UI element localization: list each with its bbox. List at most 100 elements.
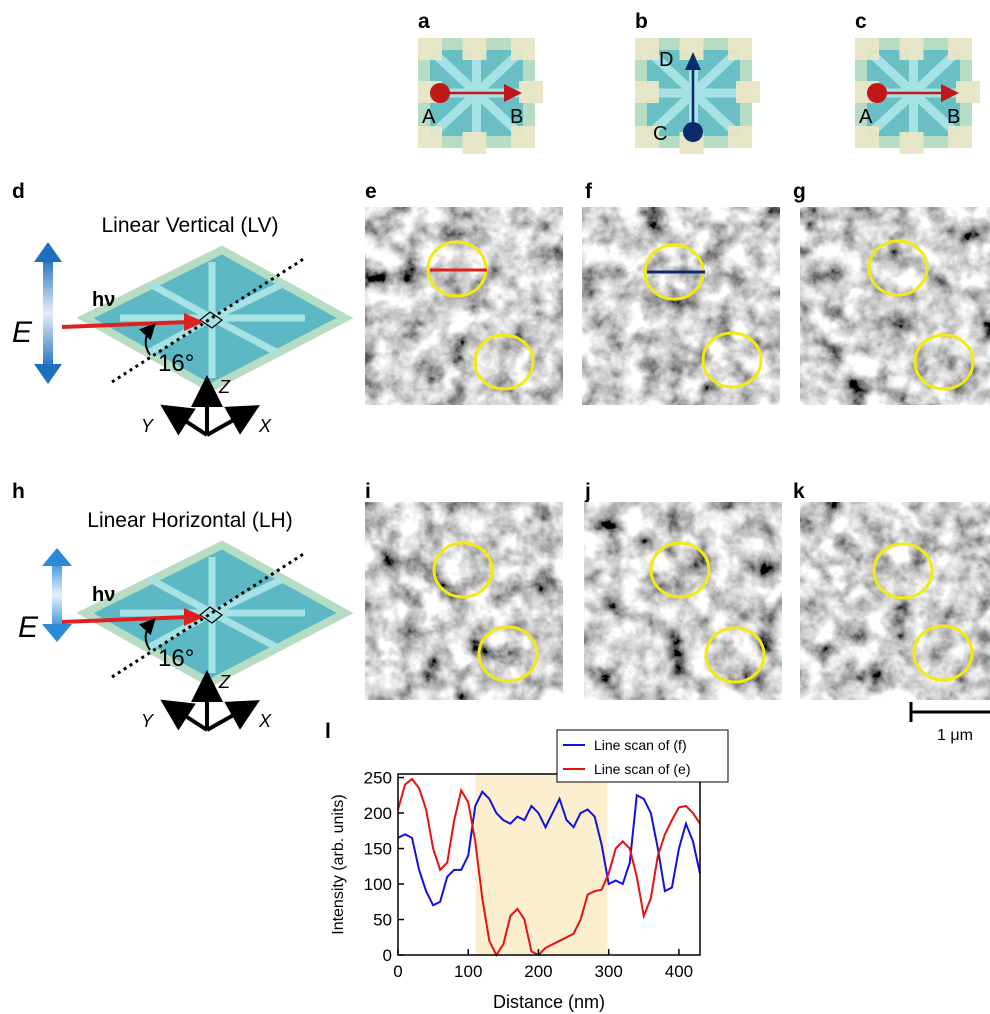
- device-pad: [418, 126, 442, 148]
- roi-circle: [701, 331, 763, 389]
- xpeem-image: [800, 502, 990, 700]
- axis-y: [160, 699, 209, 732]
- beam-head: [184, 608, 204, 626]
- device-pad: [728, 38, 752, 60]
- geometry-title: Linear Horizontal (LH): [87, 509, 292, 532]
- device-arm: [433, 89, 480, 134]
- field-bar: [43, 258, 53, 368]
- panel-label: a: [418, 10, 430, 33]
- beam: [61, 320, 189, 329]
- panel-label: h: [12, 480, 25, 503]
- axis-label: Y: [141, 711, 155, 731]
- device-pad: [855, 38, 879, 60]
- xpeem-image: [584, 502, 782, 700]
- beam-head: [184, 313, 204, 331]
- roi-circle: [704, 626, 766, 684]
- legend-label: Line scan of (f): [594, 737, 687, 753]
- arrow-head: [685, 52, 701, 70]
- y-tick-label: 50: [373, 911, 392, 930]
- panel-label: k: [793, 480, 805, 503]
- geometry-title: Linear Vertical (LV): [101, 214, 278, 237]
- device-pad: [635, 38, 659, 60]
- x-axis-label: Distance (nm): [493, 992, 605, 1012]
- legend-box: [556, 729, 729, 783]
- y-axis-label: Intensity (arb. units): [330, 794, 347, 935]
- device-arm: [473, 52, 520, 97]
- device-pad: [418, 38, 442, 60]
- device-arm: [870, 89, 917, 134]
- y-tick-label: 200: [364, 804, 392, 823]
- device-pad: [899, 38, 924, 60]
- xpeem-image: [365, 502, 563, 700]
- y-tick-label: 150: [364, 840, 392, 859]
- field-head: [42, 548, 72, 566]
- plane-line: [111, 551, 306, 679]
- angle-arc: [138, 323, 156, 356]
- device-pad: [728, 126, 752, 148]
- series-line: [397, 790, 701, 907]
- x-tick-label: 300: [595, 962, 623, 981]
- device-pad: [635, 126, 659, 148]
- roi-circle: [477, 625, 539, 683]
- series-line: [397, 777, 701, 958]
- device-pad: [635, 81, 659, 103]
- device-pad: [899, 132, 924, 154]
- device-arm: [650, 89, 697, 134]
- field-head: [34, 242, 62, 262]
- device-arm: [870, 52, 917, 97]
- roi-circle: [913, 333, 975, 391]
- axis-label: X: [258, 416, 272, 436]
- arrow-head: [941, 84, 959, 102]
- device-arm: [910, 52, 957, 97]
- axis-x: [206, 700, 260, 732]
- device-pad: [519, 81, 543, 103]
- device-pad: [855, 126, 879, 148]
- plane-line: [111, 256, 306, 384]
- roi-circle: [473, 333, 535, 391]
- panel-label: e: [365, 180, 377, 203]
- point-label: B: [947, 106, 960, 128]
- panel-label: d: [12, 180, 25, 203]
- panel-label: i: [365, 480, 371, 503]
- axis-y: [160, 404, 209, 437]
- start-dot: [867, 83, 887, 103]
- sample-arm: [210, 609, 280, 652]
- device-pad: [956, 81, 980, 103]
- field-label: E: [18, 611, 39, 644]
- legend-label: Line scan of (e): [594, 761, 691, 777]
- xpeem-image: [800, 207, 990, 405]
- device-pad: [948, 126, 972, 148]
- device-arm: [690, 89, 737, 134]
- y-tick-label: 250: [364, 769, 392, 788]
- device-arm: [910, 89, 957, 134]
- point-label: A: [422, 106, 436, 128]
- scale-label: 1 μm: [937, 727, 973, 744]
- device-pad: [511, 126, 535, 148]
- beam: [61, 615, 189, 624]
- device-pad: [462, 132, 487, 154]
- roi-circle: [649, 541, 711, 599]
- plot-frame: [397, 773, 701, 956]
- field-bar: [52, 560, 62, 630]
- device-pad: [511, 38, 535, 60]
- axis-x: [206, 405, 260, 437]
- field-label: E: [12, 316, 33, 349]
- field-head: [42, 624, 72, 642]
- point-label: C: [653, 123, 667, 145]
- x-tick-label: 400: [665, 962, 693, 981]
- focus: [198, 606, 224, 624]
- axis-label: Z: [218, 672, 231, 692]
- sample-arm: [148, 280, 214, 322]
- device-pad: [736, 81, 760, 103]
- point-label: A: [859, 106, 873, 128]
- axis-label: Y: [141, 416, 155, 436]
- photon-label: hν: [92, 584, 115, 606]
- start-dot: [683, 122, 703, 142]
- arrow-head: [504, 84, 522, 102]
- device-pad: [462, 38, 487, 60]
- device-arm: [473, 89, 520, 134]
- roi-circle: [867, 239, 929, 297]
- sample-arm: [210, 575, 285, 617]
- point-label: D: [659, 49, 673, 71]
